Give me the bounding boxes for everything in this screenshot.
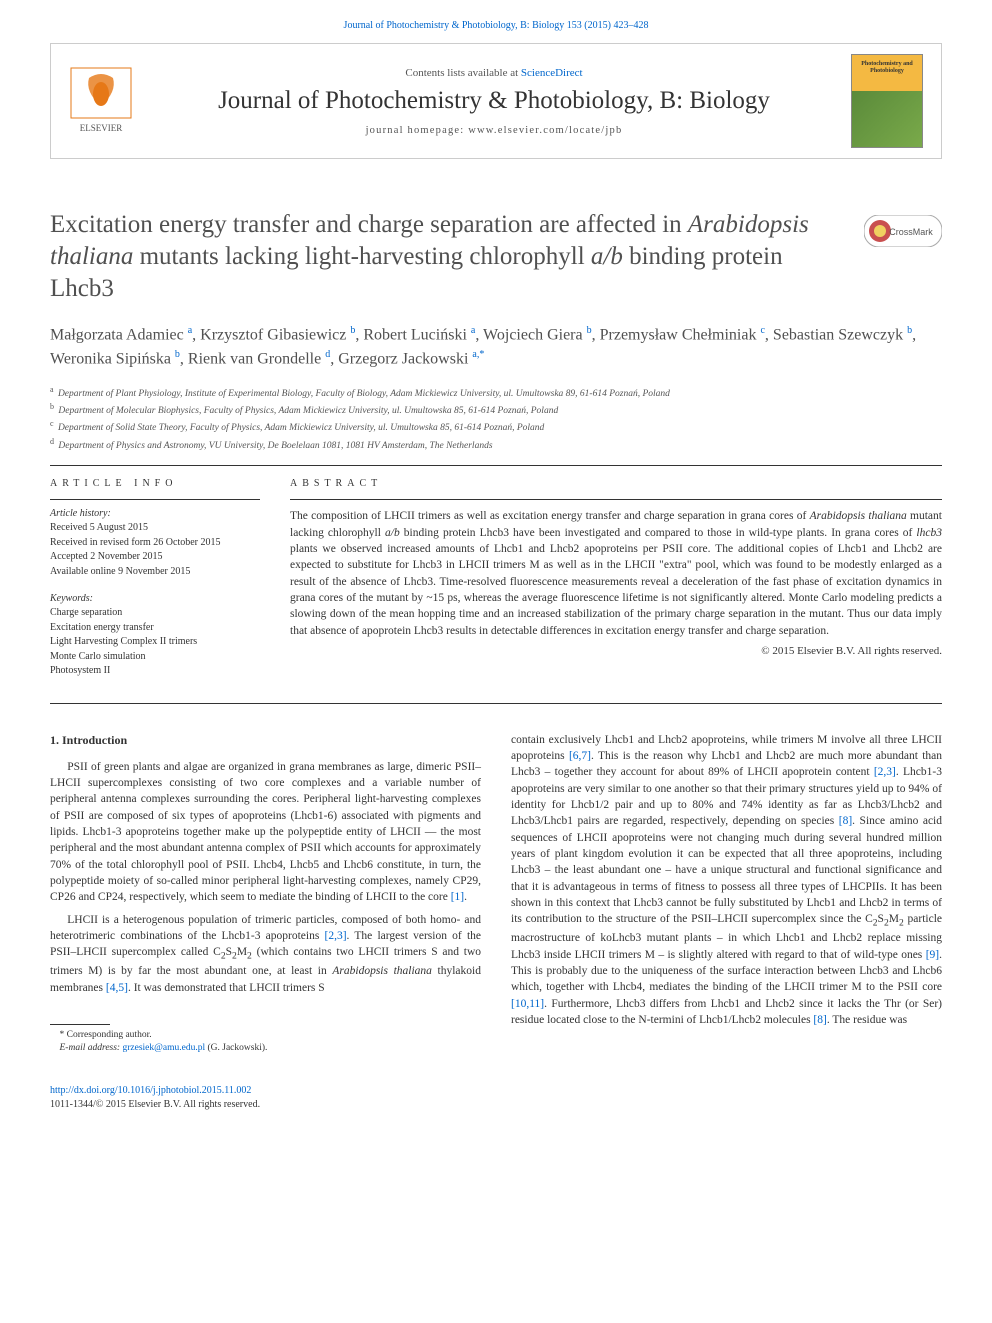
affiliation-line: a Department of Plant Physiology, Instit… xyxy=(50,384,942,401)
crossmark-badge[interactable]: CrossMark xyxy=(864,215,942,247)
affiliation-line: c Department of Solid State Theory, Facu… xyxy=(50,418,942,435)
footer-copyright: 1011-1344/© 2015 Elsevier B.V. All right… xyxy=(50,1099,260,1110)
history-item: Accepted 2 November 2015 xyxy=(50,550,260,565)
keyword-item: Charge separation xyxy=(50,606,260,621)
keywords-heading: Keywords: xyxy=(50,593,260,604)
ref-link[interactable]: [10,11] xyxy=(511,998,544,1010)
history-list: Received 5 August 2015Received in revise… xyxy=(50,521,260,579)
body-col-left: 1. Introduction PSII of green plants and… xyxy=(50,732,481,1056)
body-paragraph: PSII of green plants and algae are organ… xyxy=(50,759,481,906)
history-heading: Article history: xyxy=(50,508,260,519)
section-heading-intro: 1. Introduction xyxy=(50,732,481,749)
body-columns: 1. Introduction PSII of green plants and… xyxy=(50,732,942,1056)
article-title: Excitation energy transfer and charge se… xyxy=(50,209,942,305)
masthead-center: Contents lists available at ScienceDirec… xyxy=(153,67,835,136)
rule-top xyxy=(50,465,942,466)
ref-link[interactable]: [8] xyxy=(813,1014,826,1026)
abstract-copyright: © 2015 Elsevier B.V. All rights reserved… xyxy=(290,645,942,657)
corresponding-email-link[interactable]: grzesiek@amu.edu.pl xyxy=(122,1043,205,1053)
abstract-text: The composition of LHCII trimers as well… xyxy=(290,508,942,639)
article-info-heading: article info xyxy=(50,478,260,489)
elsevier-logo: ELSEVIER xyxy=(69,66,133,136)
keyword-item: Light Harvesting Complex II trimers xyxy=(50,635,260,650)
contents-line: Contents lists available at ScienceDirec… xyxy=(153,67,835,79)
affiliation-line: b Department of Molecular Biophysics, Fa… xyxy=(50,401,942,418)
body-paragraph: LHCII is a heterogenous population of tr… xyxy=(50,912,481,996)
journal-name: Journal of Photochemistry & Photobiology… xyxy=(153,87,835,115)
footnote-email: E-mail address: grzesiek@amu.edu.pl (G. … xyxy=(50,1042,481,1055)
info-rule-1 xyxy=(50,499,260,500)
history-item: Available online 9 November 2015 xyxy=(50,565,260,580)
article-header: CrossMark Excitation energy transfer and… xyxy=(50,209,942,453)
body-paragraph: contain exclusively Lhcb1 and Lhcb2 apop… xyxy=(511,732,942,1028)
doi-link[interactable]: http://dx.doi.org/10.1016/j.jphotobiol.2… xyxy=(50,1085,251,1096)
abstract-rule xyxy=(290,499,942,500)
top-citation: Journal of Photochemistry & Photobiology… xyxy=(50,20,942,31)
homepage-url[interactable]: www.elsevier.com/locate/jpb xyxy=(468,125,622,136)
masthead: ELSEVIER Contents lists available at Sci… xyxy=(50,43,942,159)
footnote-rule xyxy=(50,1024,110,1025)
footer: http://dx.doi.org/10.1016/j.jphotobiol.2… xyxy=(50,1084,942,1112)
svg-text:CrossMark: CrossMark xyxy=(889,227,933,237)
keyword-item: Excitation energy transfer xyxy=(50,621,260,636)
affiliation-line: d Department of Physics and Astronomy, V… xyxy=(50,436,942,453)
journal-cover-text: Photochemistry and Photobiology xyxy=(852,55,922,80)
rule-bottom xyxy=(50,703,942,704)
svg-text:ELSEVIER: ELSEVIER xyxy=(80,123,123,133)
abstract: abstract The composition of LHCII trimer… xyxy=(290,478,942,679)
keyword-item: Photosystem II xyxy=(50,664,260,679)
ref-link[interactable]: [6,7] xyxy=(569,750,591,762)
keyword-item: Monte Carlo simulation xyxy=(50,650,260,665)
sciencedirect-link[interactable]: ScienceDirect xyxy=(521,67,583,79)
ref-link[interactable]: [4,5] xyxy=(106,982,128,994)
ref-link[interactable]: [9] xyxy=(926,949,939,961)
ref-link[interactable]: [8] xyxy=(839,815,852,827)
journal-cover: Photochemistry and Photobiology xyxy=(851,54,923,148)
abstract-heading: abstract xyxy=(290,478,942,489)
homepage-line: journal homepage: www.elsevier.com/locat… xyxy=(153,125,835,136)
authors: Małgorzata Adamiec a, Krzysztof Gibasiew… xyxy=(50,323,942,372)
article-info: article info Article history: Received 5… xyxy=(50,478,260,679)
history-item: Received 5 August 2015 xyxy=(50,521,260,536)
body-col-right: contain exclusively Lhcb1 and Lhcb2 apop… xyxy=(511,732,942,1056)
keywords-list: Charge separationExcitation energy trans… xyxy=(50,606,260,679)
affiliations: a Department of Plant Physiology, Instit… xyxy=(50,384,942,454)
journal-cover-image xyxy=(852,91,922,147)
history-item: Received in revised form 26 October 2015 xyxy=(50,536,260,551)
ref-link[interactable]: [2,3] xyxy=(874,766,896,778)
info-abstract-row: article info Article history: Received 5… xyxy=(50,478,942,679)
ref-link[interactable]: [2,3] xyxy=(325,930,347,942)
footnote-corresponding: * Corresponding author. xyxy=(50,1029,481,1042)
ref-link[interactable]: [1] xyxy=(451,891,464,903)
top-citation-link[interactable]: Journal of Photochemistry & Photobiology… xyxy=(344,20,649,31)
